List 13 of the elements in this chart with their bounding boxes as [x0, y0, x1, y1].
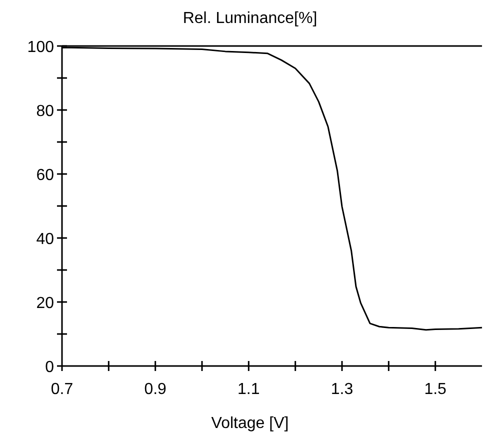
y-axis-title: Rel. Luminance[%] — [182, 10, 318, 27]
x-axis-title: Voltage [V] — [211, 415, 289, 432]
x-tick-label: 0.7 — [50, 381, 74, 398]
x-tick-label: 1.5 — [424, 381, 447, 398]
x-tick-label: 1.3 — [330, 381, 354, 398]
y-tick-label: 80 — [36, 103, 54, 120]
y-tick-label: 60 — [36, 167, 54, 184]
y-tick-label: 0 — [45, 359, 54, 376]
x-tick-label: 1.1 — [238, 381, 260, 398]
y-tick-label: 100 — [27, 39, 54, 56]
x-tick-label: 0.9 — [144, 381, 167, 398]
y-tick-label: 40 — [36, 231, 54, 248]
y-tick-label: 20 — [36, 295, 54, 312]
